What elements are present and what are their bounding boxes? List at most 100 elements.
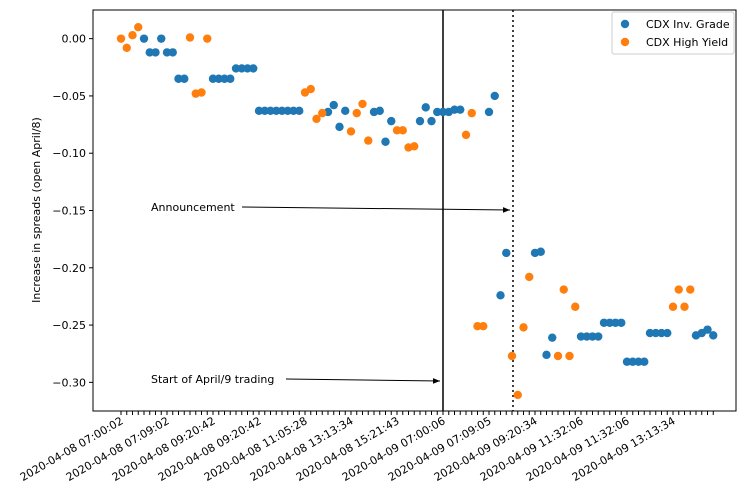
point — [122, 43, 131, 53]
point — [559, 285, 568, 294]
y-tick-label: −0.15 — [52, 205, 86, 218]
point — [266, 106, 275, 116]
point — [162, 48, 172, 57]
point — [283, 106, 292, 116]
annotation-arrow — [285, 378, 441, 384]
point — [611, 318, 620, 327]
point — [645, 328, 655, 338]
point — [335, 122, 344, 132]
point — [260, 106, 269, 116]
point — [484, 107, 494, 117]
point — [174, 74, 183, 83]
point — [548, 333, 557, 342]
point — [352, 108, 361, 118]
point — [295, 106, 304, 116]
point — [507, 351, 517, 361]
point — [490, 91, 499, 101]
point — [427, 116, 436, 126]
point — [438, 107, 448, 117]
annotation: Announcement — [151, 201, 235, 214]
point — [479, 322, 488, 331]
point — [571, 302, 580, 311]
point — [565, 351, 574, 361]
point — [536, 247, 545, 256]
annotation: Start of April/9 trading — [151, 373, 274, 386]
point — [703, 325, 712, 334]
point — [519, 323, 528, 332]
point — [674, 285, 683, 294]
legend — [611, 11, 735, 55]
point — [651, 328, 660, 338]
point — [456, 105, 465, 114]
point — [318, 108, 327, 118]
point — [502, 248, 511, 258]
point — [145, 48, 154, 57]
point — [582, 332, 591, 341]
point — [243, 64, 252, 73]
legend-marker — [620, 19, 630, 29]
point — [134, 22, 143, 32]
point — [605, 318, 614, 327]
point — [594, 332, 603, 341]
point — [450, 105, 459, 114]
legend-label: CDX High Yield — [646, 36, 728, 49]
point — [358, 99, 367, 109]
point — [709, 331, 718, 340]
point — [542, 350, 551, 360]
point — [686, 285, 695, 294]
point — [473, 322, 482, 331]
point — [525, 272, 534, 282]
point — [381, 137, 390, 146]
point — [277, 106, 287, 116]
point — [628, 357, 637, 366]
point — [180, 74, 189, 83]
point — [622, 357, 632, 366]
point — [467, 108, 476, 118]
point — [433, 107, 442, 117]
point — [634, 357, 643, 366]
point — [312, 114, 321, 124]
y-tick-label: −0.30 — [52, 376, 86, 389]
point — [398, 126, 407, 135]
legend-marker — [620, 37, 630, 47]
point — [249, 64, 258, 73]
point — [203, 34, 212, 43]
point — [157, 34, 166, 43]
point — [553, 351, 563, 361]
point — [220, 74, 229, 83]
point — [226, 74, 235, 83]
point — [306, 84, 315, 94]
point — [185, 33, 195, 42]
point — [214, 74, 223, 83]
point — [617, 318, 626, 327]
point — [272, 106, 281, 116]
point — [289, 106, 298, 116]
point — [410, 142, 419, 151]
point — [663, 328, 672, 338]
point — [588, 332, 597, 341]
y-tick-label: −0.10 — [52, 147, 86, 160]
point — [208, 74, 218, 83]
point — [496, 291, 505, 300]
point — [421, 103, 430, 112]
point — [375, 106, 384, 116]
legend-label: CDX Inv. Grade — [646, 18, 730, 31]
point — [640, 357, 649, 366]
point — [387, 116, 396, 126]
point — [415, 116, 425, 126]
point — [513, 390, 522, 400]
point — [329, 100, 338, 110]
point — [599, 318, 609, 327]
point — [576, 332, 586, 341]
point — [139, 34, 149, 43]
point — [657, 328, 666, 338]
annotation-arrow — [241, 206, 511, 213]
point — [392, 126, 402, 135]
y-tick-label: 0.00 — [62, 33, 87, 46]
y-tick-label: −0.25 — [52, 319, 86, 332]
point — [151, 48, 160, 57]
point — [461, 130, 471, 140]
point — [128, 31, 137, 40]
point — [231, 64, 241, 73]
